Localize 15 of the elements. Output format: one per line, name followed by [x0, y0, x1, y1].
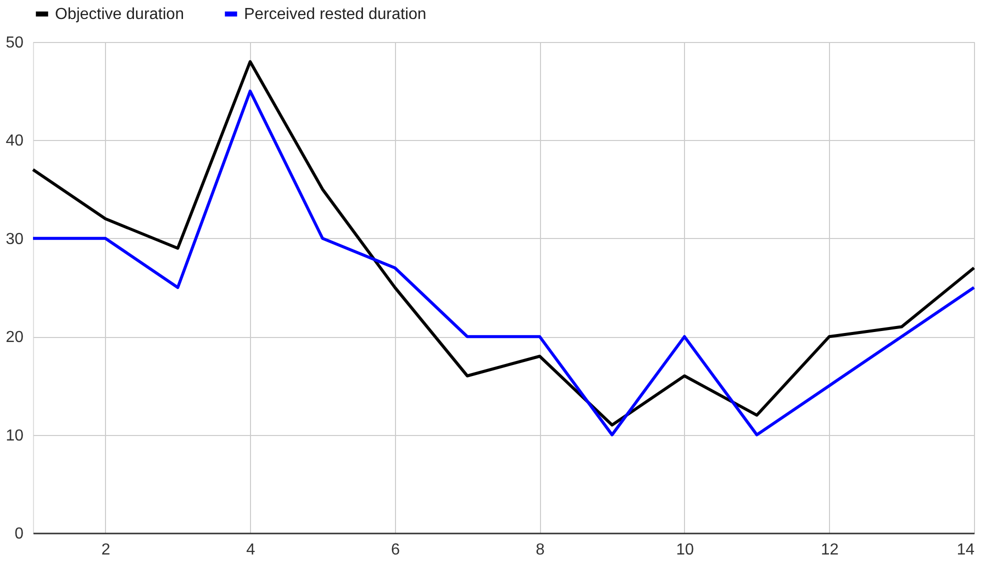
x-tick-label: 10	[676, 542, 694, 558]
y-tick-label: 40	[6, 132, 24, 150]
y-tick-label: 30	[6, 230, 24, 248]
x-tick-label: 14	[956, 542, 975, 558]
y-tick-label: 10	[6, 427, 24, 444]
legend-label: Objective duration	[55, 6, 184, 23]
y-tick-label: 50	[6, 34, 24, 52]
y-tick-label: 0	[14, 526, 24, 542]
y-tick-label: 20	[6, 329, 24, 346]
x-tick-label: 2	[101, 542, 110, 558]
legend-label: Perceived rested duration	[244, 6, 426, 23]
x-tick-label: 12	[820, 542, 839, 558]
x-tick-label: 6	[390, 542, 400, 558]
x-tick-label: 4	[246, 542, 256, 558]
x-tick-label: 8	[536, 542, 545, 558]
